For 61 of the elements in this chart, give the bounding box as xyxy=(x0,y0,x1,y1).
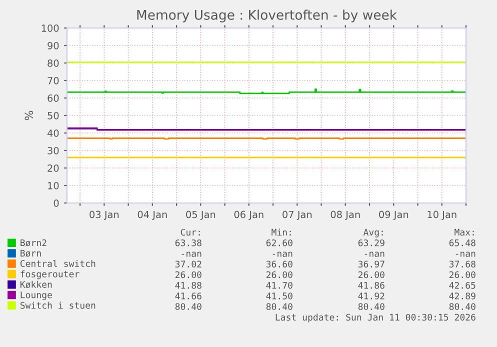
text: 42.65 xyxy=(449,282,476,289)
text: 80.40 xyxy=(175,303,202,310)
x-tick-label: 08 Jan xyxy=(330,210,360,220)
text: -nan xyxy=(182,252,202,257)
y-tick-label: 70 xyxy=(48,76,59,84)
legend-label: Børn xyxy=(20,250,41,257)
text: 41.66 xyxy=(175,292,202,300)
text: 62.60 xyxy=(266,239,292,246)
text: 63.29 xyxy=(358,239,384,246)
text: -nan xyxy=(364,252,384,257)
text: 37.02 xyxy=(175,260,202,268)
text: -nan xyxy=(272,252,292,257)
x-tick-label: 07 Jan xyxy=(282,210,312,220)
text: 80.40 xyxy=(358,303,384,310)
text: Min: xyxy=(272,228,291,236)
x-tick-label: 05 Jan xyxy=(186,210,216,220)
text: -nan xyxy=(456,252,476,257)
x-tick-label: 04 Jan xyxy=(138,210,167,220)
text: 41.88 xyxy=(175,282,202,289)
text: Cur: xyxy=(180,228,200,236)
text: 63.38 xyxy=(175,239,202,246)
y-axis-title: % xyxy=(24,110,34,120)
y-tick-label: 100 xyxy=(42,24,59,32)
text: 26.00 xyxy=(175,271,202,278)
text: 26.00 xyxy=(449,271,476,278)
y-tick-label: 20 xyxy=(48,164,59,172)
legend-label: fosgerouter xyxy=(20,270,80,280)
text: 80.40 xyxy=(266,303,292,310)
legend-label: Køkken xyxy=(20,280,52,288)
x-tick-label: 09 Jan xyxy=(379,210,408,220)
x-tick-label: 03 Jan xyxy=(90,210,119,220)
text: 36.97 xyxy=(358,260,384,268)
text: Last update: Sun Jan 11 00:30:15 2026 xyxy=(276,314,476,322)
y-tick-label: 90 xyxy=(48,42,59,50)
y-tick-label: 60 xyxy=(48,94,59,102)
text: 26.00 xyxy=(358,271,384,278)
text: 41.50 xyxy=(266,292,292,300)
text: 41.92 xyxy=(358,292,384,300)
text: 26.00 xyxy=(266,271,292,278)
y-tick-label: 0 xyxy=(54,199,59,207)
text: Max: xyxy=(454,228,474,236)
x-tick-label: 06 Jan xyxy=(234,210,264,220)
legend-label: Central switch xyxy=(20,260,96,267)
x-tick-label: 10 Jan xyxy=(428,210,456,220)
y-tick-label: 30 xyxy=(48,146,59,154)
legend-label: Lounge xyxy=(20,292,52,300)
text: 41.86 xyxy=(358,282,384,289)
chart-title: Memory Usage : Klovertoften - by week xyxy=(137,10,397,22)
y-tick-label: 40 xyxy=(47,129,59,137)
text: Avg: xyxy=(363,228,383,238)
y-tick-label: 80 xyxy=(48,59,59,67)
text: 80.40 xyxy=(449,303,476,310)
text: 36.60 xyxy=(266,260,292,268)
legend-label: Switch i stuen xyxy=(20,302,96,309)
text: 42.89 xyxy=(449,292,476,300)
y-tick-label: 10 xyxy=(48,182,59,190)
legend-label: Børn2 xyxy=(20,239,46,246)
text: 65.48 xyxy=(449,239,476,246)
y-tick-label: 50 xyxy=(48,112,59,120)
text: 37.68 xyxy=(449,260,476,268)
text: 41.70 xyxy=(266,282,292,289)
